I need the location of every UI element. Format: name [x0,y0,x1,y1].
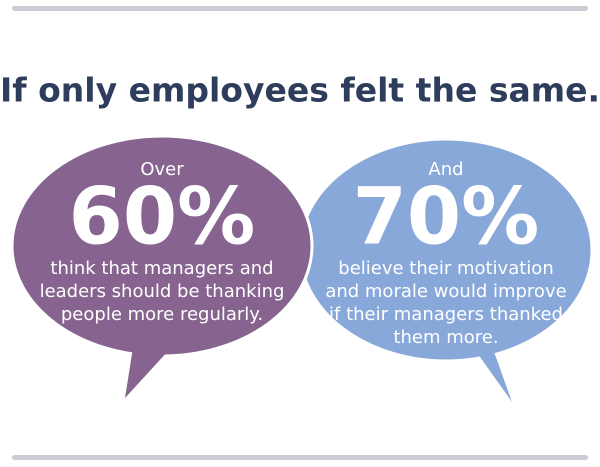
bubble-stat: 60% [69,172,256,262]
bubble-line: people more regularly. [61,304,263,325]
top-rule [12,6,588,11]
bubble-line: if their managers thanked [329,304,563,325]
bubble-tail-fill [125,335,180,398]
bubble-intro: And [428,159,463,180]
bubble-tail-fill [468,335,512,402]
bubble-line: and morale would improve [325,281,566,302]
bubble-left [10,134,314,400]
bubble-line: think that managers and [50,258,273,279]
bubble-line: them more. [393,327,498,348]
title: If only employees felt the same. [0,71,600,110]
bottom-rule [12,455,588,460]
bubble-line: believe their motivation [338,258,553,279]
bubble-intro: Over [140,159,184,180]
bubble-stat: 70% [353,172,540,262]
bubble-right [298,137,594,403]
bubble-line: leaders should be thanking [40,281,285,302]
